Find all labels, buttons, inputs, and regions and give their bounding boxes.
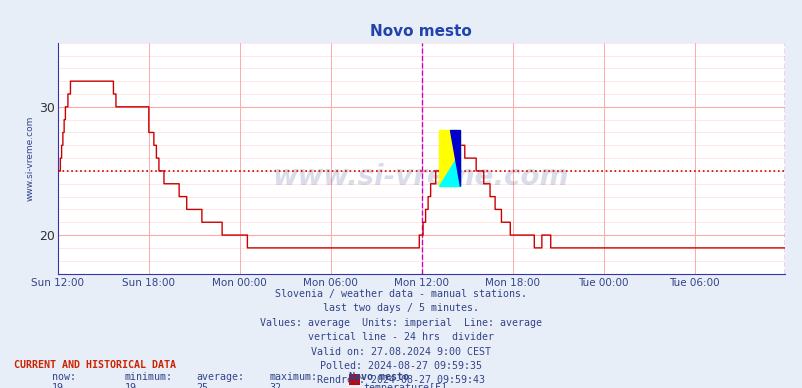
Title: Novo mesto: Novo mesto xyxy=(370,24,472,39)
Text: now:: now: xyxy=(52,372,76,383)
Text: minimum:: minimum: xyxy=(124,372,172,383)
Text: 32: 32 xyxy=(269,383,281,388)
Text: 25: 25 xyxy=(196,383,209,388)
Text: 19: 19 xyxy=(124,383,136,388)
Text: Novo mesto: Novo mesto xyxy=(349,372,409,383)
Text: average:: average: xyxy=(196,372,245,383)
Text: CURRENT AND HISTORICAL DATA: CURRENT AND HISTORICAL DATA xyxy=(14,360,176,370)
Polygon shape xyxy=(449,130,460,186)
Text: maximum:: maximum: xyxy=(269,372,317,383)
Text: Slovenia / weather data - manual stations.
last two days / 5 minutes.
Values: av: Slovenia / weather data - manual station… xyxy=(260,289,542,385)
Text: 19: 19 xyxy=(52,383,64,388)
Text: temperature[F]: temperature[F] xyxy=(363,383,448,388)
Y-axis label: www.si-vreme.com: www.si-vreme.com xyxy=(26,115,35,201)
Text: www.si-vreme.com: www.si-vreme.com xyxy=(273,163,569,191)
Polygon shape xyxy=(439,152,460,186)
Polygon shape xyxy=(439,130,460,186)
